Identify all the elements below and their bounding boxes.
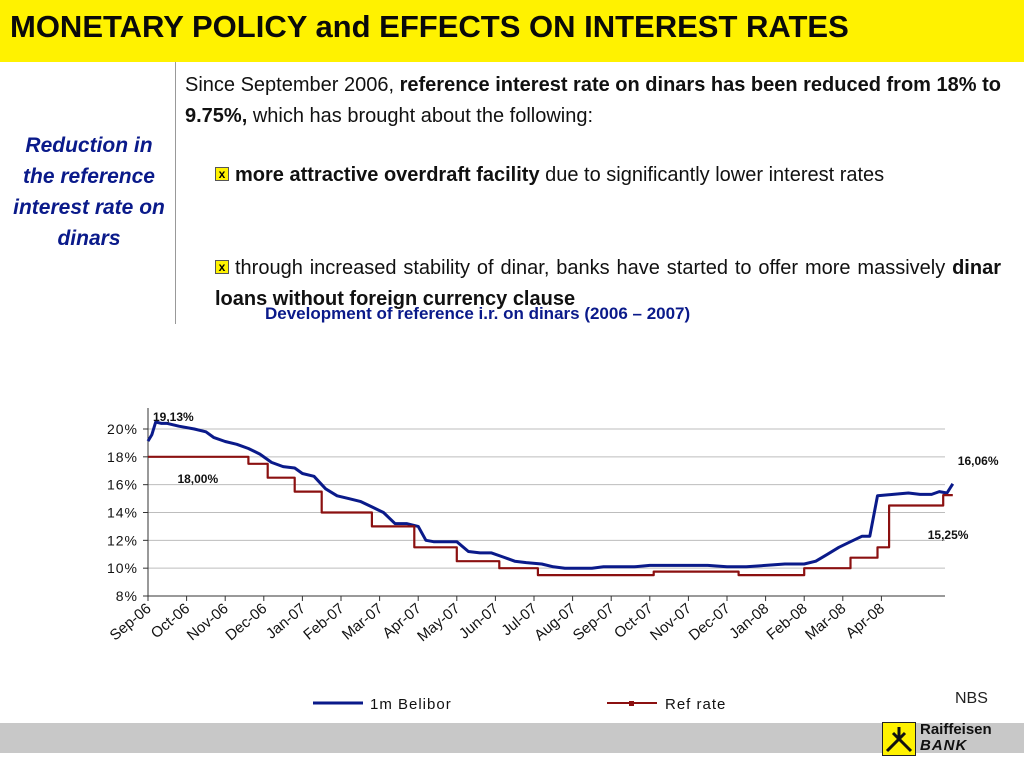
bullet-overdraft: x more attractive overdraft facility due … bbox=[215, 160, 1001, 191]
legend-marker-ref-rate bbox=[629, 701, 634, 706]
data-label: 19,13% bbox=[153, 410, 194, 424]
y-tick-label: 8% bbox=[116, 588, 138, 604]
x-tick-label: Apr-08 bbox=[843, 600, 888, 642]
y-tick-label: 14% bbox=[107, 505, 138, 521]
y-tick-label: 12% bbox=[107, 532, 138, 548]
x-tick-label: Nov-07 bbox=[647, 600, 695, 644]
legend-label-belibor: 1m Belibor bbox=[370, 696, 452, 713]
x-tick-label: Dec-06 bbox=[222, 600, 270, 644]
x-tick-label: Feb-08 bbox=[763, 600, 810, 644]
bullet2-text: through increased stability of dinar, ba… bbox=[235, 257, 953, 279]
bullet2-bold: dinar loans without foreign currency cla… bbox=[215, 257, 1001, 310]
data-label: 15,25% bbox=[928, 528, 969, 542]
title-bar: MONETARY POLICY and EFFECTS ON INTEREST … bbox=[0, 0, 1024, 62]
legend-label-ref-rate: Ref rate bbox=[665, 696, 726, 713]
series-line-belibor bbox=[146, 420, 955, 570]
x-tick-label: Jun-07 bbox=[456, 600, 502, 643]
x-tick-label: Mar-08 bbox=[802, 600, 849, 644]
raiffeisen-logo: Raiffeisen BANK bbox=[882, 722, 1002, 756]
vertical-divider bbox=[175, 62, 176, 324]
left-label: Reduction in the reference interest rate… bbox=[13, 134, 165, 250]
x-tick-label: Mar-07 bbox=[339, 600, 386, 644]
x-tick-label: Dec-07 bbox=[686, 600, 734, 644]
intro-bold: reference interest rate on dinars has be… bbox=[185, 74, 1001, 127]
intro-suffix: which has brought about the following: bbox=[247, 105, 594, 127]
y-tick-label: 16% bbox=[107, 477, 138, 493]
source-label: NBS bbox=[955, 690, 988, 707]
bullet1-bold: more attractive overdraft facility bbox=[235, 164, 540, 186]
bullet-dinar-loans: x through increased stability of dinar, b… bbox=[215, 253, 1001, 315]
x-tick-label: Feb-07 bbox=[300, 600, 347, 644]
logo-line2: BANK bbox=[920, 737, 968, 754]
x-tick-label: May-07 bbox=[414, 600, 463, 645]
intro-prefix: Since September 2006, bbox=[185, 74, 400, 96]
data-label: 16,06% bbox=[958, 454, 999, 468]
x-tick-label: Sep-06 bbox=[107, 600, 155, 644]
x-tick-label: Jan-07 bbox=[263, 600, 309, 643]
logo-cross-icon bbox=[882, 722, 916, 756]
checkbox-x-icon: x bbox=[215, 259, 229, 274]
series-line-ref-rate bbox=[148, 455, 953, 577]
y-tick-label: 10% bbox=[107, 560, 138, 576]
logo-text: Raiffeisen BANK bbox=[920, 722, 992, 754]
x-tick-label: Aug-07 bbox=[531, 600, 579, 644]
y-tick-label: 18% bbox=[107, 449, 138, 465]
footer-bar bbox=[0, 723, 1024, 753]
x-tick-label: Jan-08 bbox=[726, 600, 772, 643]
bullet1-rest: due to significantly lower interest rate… bbox=[539, 164, 885, 186]
slide-title: MONETARY POLICY and EFFECTS ON INTEREST … bbox=[10, 9, 849, 44]
logo-line1: Raiffeisen bbox=[920, 721, 992, 738]
x-tick-label: Nov-06 bbox=[184, 600, 232, 644]
x-tick-label: Sep-07 bbox=[570, 600, 618, 644]
chart-title: Development of reference i.r. on dinars … bbox=[265, 304, 691, 323]
data-label: 18,00% bbox=[177, 472, 218, 486]
checkbox-x-icon: x bbox=[215, 166, 229, 181]
y-tick-label: 20% bbox=[107, 421, 138, 437]
intro-paragraph: Since September 2006, reference interest… bbox=[185, 70, 1001, 132]
